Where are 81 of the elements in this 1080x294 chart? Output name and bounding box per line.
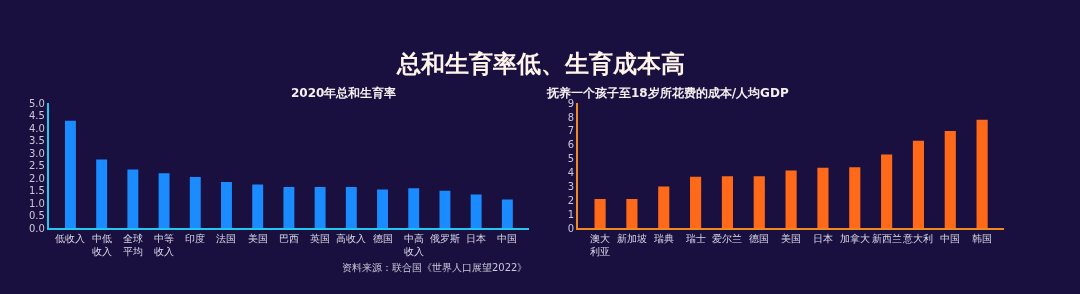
- bar: [96, 159, 108, 229]
- x-tick-label: 全球平均: [122, 233, 143, 258]
- bar: [345, 187, 357, 229]
- bar: [881, 154, 893, 229]
- x-tick-label: 中国: [940, 233, 961, 245]
- y-tick-label: 2.5: [28, 160, 45, 172]
- x-tick-label: 美国: [247, 233, 268, 245]
- x-tick-label: 日本: [812, 233, 833, 245]
- y-tick-label: 4: [567, 167, 575, 179]
- bar: [721, 176, 733, 229]
- y-tick-label: 0.5: [28, 210, 45, 222]
- y-tick-label: 2: [567, 195, 575, 207]
- y-tick-label: 3.5: [28, 135, 45, 147]
- bar: [221, 182, 232, 229]
- x-tick-label: 英国: [310, 233, 331, 245]
- x-tick-label: 瑞士: [685, 233, 706, 245]
- x-tick-label: 中低收入: [91, 233, 112, 258]
- x-tick-label: 德国: [372, 233, 393, 245]
- bar: [594, 199, 606, 229]
- x-tick-label: 新加坡: [616, 233, 647, 245]
- bar: [976, 119, 988, 229]
- y-tick-label: 0.0: [28, 222, 45, 234]
- bar: [439, 190, 451, 229]
- chart-subtitle: 抚养一个孩子至18岁所花费的成本/人均GDP: [546, 86, 789, 100]
- y-tick-label: 1: [567, 208, 575, 220]
- bar: [944, 130, 956, 229]
- bar: [658, 186, 670, 229]
- x-tick-label: 印度: [185, 233, 206, 245]
- x-tick-label: 德国: [749, 233, 770, 245]
- y-tick-label: 0: [567, 222, 575, 234]
- y-tick-label: 7: [567, 125, 575, 137]
- bar: [849, 167, 861, 229]
- bar: [501, 199, 513, 229]
- x-tick-label: 加拿大: [839, 233, 870, 245]
- x-tick-label: 新西兰: [871, 233, 902, 245]
- chart-title: 总和生育率低、生育成本高: [396, 50, 685, 78]
- y-tick-label: 2.0: [28, 172, 45, 184]
- x-tick-label: 俄罗斯: [429, 233, 460, 245]
- bar: [690, 176, 702, 229]
- bar: [408, 188, 420, 229]
- y-tick-label: 3: [567, 181, 575, 193]
- bar: [912, 140, 925, 229]
- x-tick-label: 高收入: [336, 233, 367, 245]
- bar: [252, 184, 264, 229]
- x-tick-label: 韩国: [972, 233, 993, 245]
- x-tick-label: 意大利: [902, 233, 934, 245]
- text: 资料来源：联合国《世界人口展望2022》: [342, 262, 528, 273]
- x-tick-label: 瑞典: [653, 233, 674, 245]
- x-tick-label: 爱尔兰: [712, 233, 743, 245]
- x-tick-label: 中等收入: [154, 233, 175, 258]
- y-tick-label: 8: [567, 111, 575, 123]
- bar: [470, 194, 482, 229]
- y-tick-label: 1.0: [28, 197, 45, 209]
- bar: [626, 199, 638, 229]
- y-tick-label: 4.5: [28, 110, 45, 122]
- bar: [314, 187, 326, 229]
- bar: [785, 170, 797, 229]
- bar: [127, 169, 139, 229]
- x-tick-label: 巴西: [278, 233, 299, 245]
- x-tick-label: 澳大利亚: [590, 233, 611, 258]
- bar: [283, 187, 295, 229]
- y-tick-label: 3.0: [28, 147, 45, 159]
- bar: [189, 177, 201, 229]
- y-tick-label: 4.0: [28, 122, 45, 134]
- x-tick-label: 日本: [466, 233, 487, 245]
- x-tick-label: 中国: [497, 233, 518, 245]
- bar: [158, 173, 170, 229]
- x-tick-label: 美国: [781, 233, 802, 245]
- y-tick-label: 6: [567, 139, 575, 151]
- y-tick-label: 9: [567, 97, 575, 109]
- chart-subtitle: 2020年总和生育率: [291, 86, 397, 100]
- y-tick-label: 5.0: [28, 97, 45, 109]
- x-tick-label: 中高收入: [403, 233, 424, 258]
- x-tick-label: 法国: [216, 233, 237, 245]
- y-tick-label: 5: [567, 153, 575, 165]
- bar: [817, 167, 829, 229]
- y-tick-label: 1.5: [28, 185, 45, 197]
- bar: [377, 189, 388, 229]
- x-tick-label: 低收入: [55, 233, 86, 245]
- bar: [64, 120, 76, 229]
- bar: [753, 176, 765, 229]
